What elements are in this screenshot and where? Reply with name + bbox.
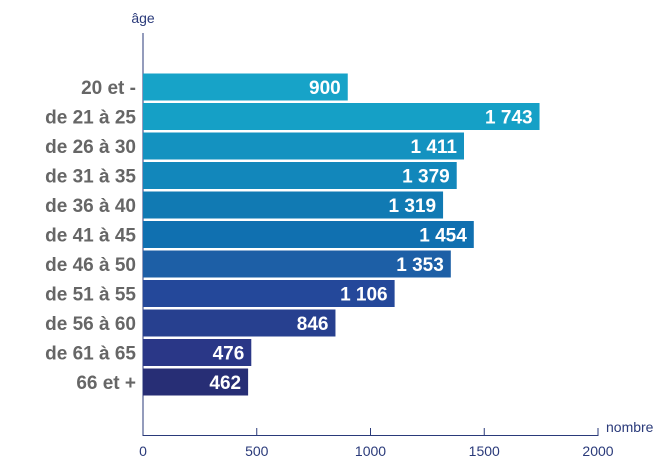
value-label: 462 bbox=[209, 373, 241, 394]
category-label: de 31 à 35 bbox=[45, 167, 136, 188]
x-tick-label: 500 bbox=[245, 443, 269, 459]
y-axis-title: âge bbox=[131, 10, 155, 26]
category-label: de 46 à 50 bbox=[45, 255, 136, 276]
value-label: 900 bbox=[309, 78, 341, 99]
bars-layer: 20 et - 900 de 21 à 25 1 743 de 26 à 30 1 411… bbox=[45, 73, 540, 396]
value-label: 1 319 bbox=[389, 196, 437, 217]
bar bbox=[143, 309, 336, 337]
category-label: 20 et - bbox=[81, 78, 136, 99]
bar bbox=[143, 368, 249, 396]
value-label: 1 379 bbox=[402, 167, 450, 188]
bar bbox=[143, 221, 474, 248]
x-ticks-layer: 0 500 1000 1500 2000 bbox=[139, 428, 614, 459]
x-tick-label: 0 bbox=[139, 443, 147, 459]
category-label: 66 et + bbox=[76, 373, 136, 394]
bar bbox=[143, 103, 540, 130]
category-label: de 21 à 25 bbox=[45, 108, 136, 129]
x-axis-title: nombre bbox=[606, 419, 654, 435]
value-label: 1 743 bbox=[485, 108, 533, 129]
value-label: 476 bbox=[213, 344, 245, 365]
bar bbox=[143, 250, 451, 278]
category-label: de 26 à 30 bbox=[45, 137, 136, 158]
category-label: de 41 à 45 bbox=[45, 226, 136, 247]
bar bbox=[143, 162, 457, 189]
bar bbox=[143, 339, 252, 366]
bar bbox=[143, 73, 348, 101]
value-label: 1 454 bbox=[419, 226, 467, 247]
category-label: de 61 à 65 bbox=[45, 344, 136, 365]
category-label: de 51 à 55 bbox=[45, 285, 136, 306]
bar bbox=[143, 280, 395, 307]
value-label: 1 106 bbox=[340, 285, 388, 306]
value-label: 1 411 bbox=[411, 137, 458, 158]
category-label: de 36 à 40 bbox=[45, 196, 136, 217]
x-tick-label: 1000 bbox=[355, 443, 386, 459]
value-label: 846 bbox=[297, 314, 329, 335]
category-label: de 56 à 60 bbox=[45, 314, 136, 335]
value-label: 1 353 bbox=[396, 255, 444, 276]
bar bbox=[143, 191, 444, 219]
bar bbox=[143, 132, 465, 160]
x-tick-label: 2000 bbox=[582, 443, 613, 459]
x-tick-label: 1500 bbox=[469, 443, 500, 459]
